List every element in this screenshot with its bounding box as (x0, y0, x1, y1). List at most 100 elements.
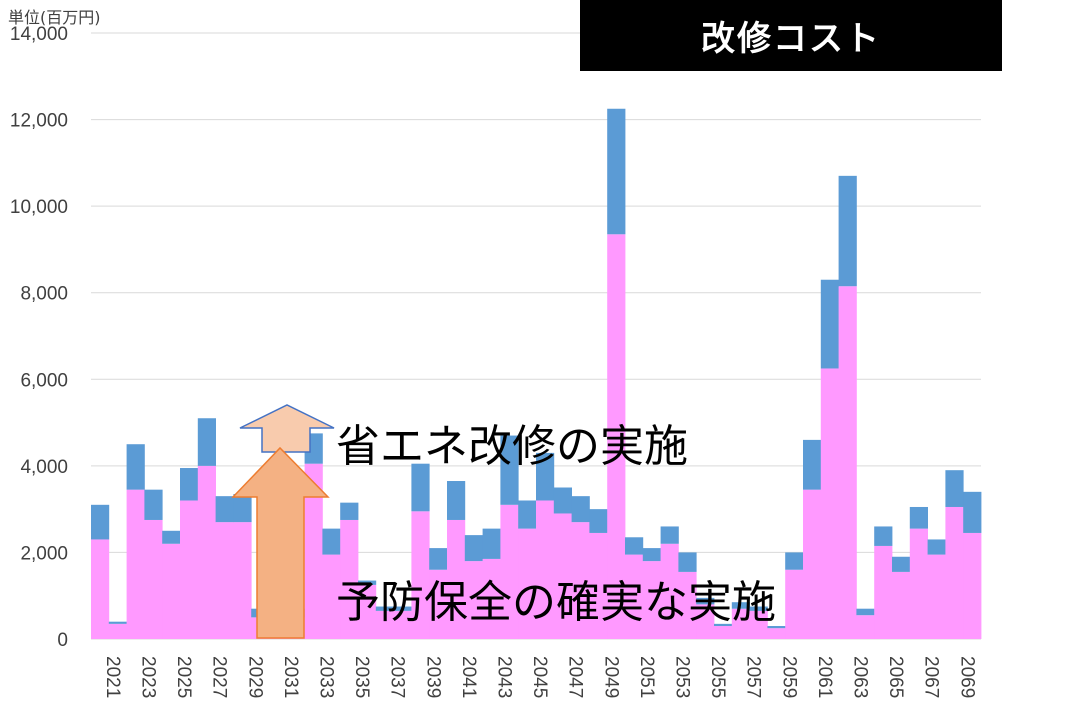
bar-additional (536, 452, 555, 501)
bar-additional (820, 279, 839, 369)
x-tick-label: 2067 (921, 656, 942, 698)
y-tick-label: 8,000 (20, 284, 68, 305)
bar-additional (589, 509, 608, 533)
bar-base (393, 610, 412, 639)
bar-additional (411, 463, 430, 512)
y-tick-label: 10,000 (10, 197, 68, 218)
bar-additional (963, 491, 982, 533)
energy-annotation: 省エネ改修の実施 (336, 421, 688, 472)
x-tick-label: 2047 (565, 656, 586, 698)
bar-additional (767, 626, 786, 629)
bar-base (749, 610, 768, 639)
bar-base (518, 528, 537, 639)
bar-additional (642, 548, 661, 562)
bar-base (126, 489, 145, 639)
x-tick-label: 2021 (102, 656, 123, 698)
x-tick-label: 2049 (600, 656, 621, 698)
bar-base (536, 500, 555, 639)
bar-additional (375, 606, 394, 611)
x-tick-label: 2055 (707, 656, 728, 698)
bar-base (696, 604, 715, 639)
bar-base (892, 571, 911, 639)
bar-additional (731, 602, 750, 609)
x-tick-label: 2045 (529, 656, 550, 698)
bar-base (838, 286, 857, 639)
bar-base (197, 465, 216, 639)
bar-base (429, 569, 448, 639)
bar-base (340, 519, 359, 639)
bar-base (820, 368, 839, 639)
bar-additional (678, 552, 697, 572)
bars (91, 108, 982, 639)
bar-base (108, 623, 127, 639)
bar-additional (126, 444, 145, 490)
x-tick-label: 2033 (316, 656, 337, 698)
chart-title: 改修コスト (580, 0, 1002, 71)
y-tick-label: 14,000 (10, 24, 68, 45)
x-tick-label: 2069 (956, 656, 977, 698)
bar-base (464, 561, 483, 639)
bar-base (589, 532, 608, 639)
bar-base (91, 539, 110, 639)
bar-additional (927, 539, 946, 555)
bar-additional (856, 608, 875, 616)
bar-base (785, 569, 804, 639)
x-tick-label: 2043 (494, 656, 515, 698)
bar-additional (714, 623, 733, 627)
bar-base (767, 628, 786, 639)
bar-base (856, 615, 875, 639)
bar-base (144, 519, 163, 639)
bar-base (482, 558, 501, 639)
bar-base (607, 234, 626, 639)
bar-additional (108, 621, 127, 624)
y-tick-label: 6,000 (20, 370, 68, 391)
x-tick-label: 2063 (850, 656, 871, 698)
bar-additional (892, 556, 911, 572)
bar-additional (215, 496, 234, 523)
bar-base (447, 519, 466, 639)
bar-additional (482, 528, 501, 559)
bar-additional (874, 526, 893, 546)
bar-additional (518, 500, 537, 529)
bar-base (358, 584, 377, 639)
bar-additional (197, 418, 216, 466)
x-tick-label: 2065 (885, 656, 906, 698)
x-tick-label: 2053 (672, 656, 693, 698)
bar-base (714, 626, 733, 639)
bar-base (660, 543, 679, 639)
bar-additional (322, 528, 341, 555)
x-axis-tick-labels: 2021 2023 2025 2027 2029 2031 2033 2035 2037 2039… (102, 656, 977, 698)
bar-additional (162, 530, 181, 544)
bar-additional (553, 487, 572, 514)
x-tick-label: 2041 (458, 656, 479, 698)
x-tick-label: 2025 (173, 656, 194, 698)
bar-additional (144, 489, 163, 520)
bar-additional (500, 435, 519, 505)
bar-additional (464, 535, 483, 562)
bar-additional (393, 606, 412, 611)
bar-base (375, 610, 394, 639)
bar-base (731, 608, 750, 639)
bar-base (678, 571, 697, 639)
y-tick-label: 0 (57, 630, 68, 651)
x-tick-label: 2027 (209, 656, 230, 698)
bar-additional (233, 493, 252, 523)
bar-base (180, 500, 199, 639)
bar-additional (340, 502, 359, 520)
bar-additional (749, 606, 768, 611)
y-tick-label: 4,000 (20, 457, 68, 478)
bar-base (803, 489, 822, 639)
bar-additional (180, 468, 199, 501)
bar-base (553, 513, 572, 639)
y-tick-label: 12,000 (10, 111, 68, 132)
x-tick-label: 2059 (778, 656, 799, 698)
bar-additional (696, 597, 715, 605)
bar-additional (91, 504, 110, 540)
x-tick-label: 2037 (387, 656, 408, 698)
bar-base (945, 506, 964, 639)
bar-base (909, 528, 928, 639)
bar-base (874, 545, 893, 639)
bar-additional (607, 108, 626, 235)
x-tick-label: 2051 (636, 656, 657, 698)
bar-base (625, 554, 644, 639)
